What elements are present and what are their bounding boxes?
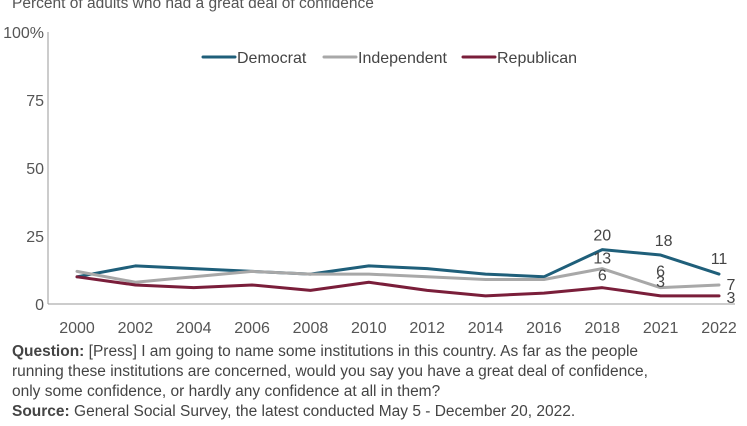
- legend: Democrat Independent Republican: [201, 50, 577, 67]
- data-label-republican: 3: [727, 290, 736, 307]
- data-label-democrat: 20: [593, 228, 611, 245]
- y-tick-label: 75: [26, 93, 44, 110]
- source-label: Source:: [12, 403, 70, 420]
- x-tick-label: 2002: [118, 320, 154, 337]
- x-tick-label: 2006: [234, 320, 270, 337]
- data-label-democrat: 11: [711, 251, 728, 268]
- question-text-1: [Press] I am going to name some institut…: [84, 343, 639, 360]
- data-label-independent: 6: [656, 264, 665, 281]
- x-tick-label: 2000: [59, 320, 95, 337]
- y-tick-label: 25: [26, 229, 44, 246]
- source-text: General Social Survey, the latest conduc…: [69, 403, 576, 420]
- series-lines: [75, 248, 721, 298]
- line-chart: 0 25 50 75 100% 2000 2002 2004 2006 2008 2010 2012 2…: [3, 25, 737, 337]
- x-tick-label: 2016: [526, 320, 562, 337]
- series-line-independent: [75, 267, 721, 290]
- question-text-3: only some confidence, or hardly any conf…: [12, 383, 441, 400]
- y-tick-label: 0: [35, 297, 44, 314]
- series-line-democrat: [75, 248, 721, 279]
- data-label-independent: 13: [593, 251, 611, 268]
- legend-label-democrat: Democrat: [237, 50, 307, 67]
- data-label-democrat: 18: [655, 233, 673, 250]
- x-tick-label: 2021: [643, 320, 679, 337]
- question-text-2: running these institutions are concerned…: [12, 363, 648, 380]
- y-tick-label: 50: [26, 161, 44, 178]
- x-tick-label: 2022: [701, 320, 737, 337]
- y-tick-label: 100%: [3, 25, 44, 42]
- legend-label-independent: Independent: [358, 50, 448, 67]
- question-label: Question:: [12, 343, 85, 360]
- chart-notes: Question: [Press] I am going to name som…: [12, 342, 742, 422]
- x-tick-label: 2008: [293, 320, 329, 337]
- x-tick-label: 2012: [409, 320, 445, 337]
- x-tick-label: 2010: [351, 320, 387, 337]
- series-line-republican: [75, 275, 721, 298]
- data-label-republican: 3: [656, 274, 665, 291]
- x-tick-label: 2014: [468, 320, 504, 337]
- x-tick-label: 2004: [176, 320, 212, 337]
- chart-subtitle: Percent of adults who had a great deal o…: [12, 0, 374, 12]
- axis-layer: 0 25 50 75 100% 2000 2002 2004 2006 2008 2010 2012 2…: [3, 25, 737, 337]
- legend-label-republican: Republican: [497, 50, 577, 67]
- data-label-independent: 7: [727, 277, 736, 294]
- data-label-republican: 6: [598, 268, 607, 285]
- x-tick-label: 2018: [584, 320, 620, 337]
